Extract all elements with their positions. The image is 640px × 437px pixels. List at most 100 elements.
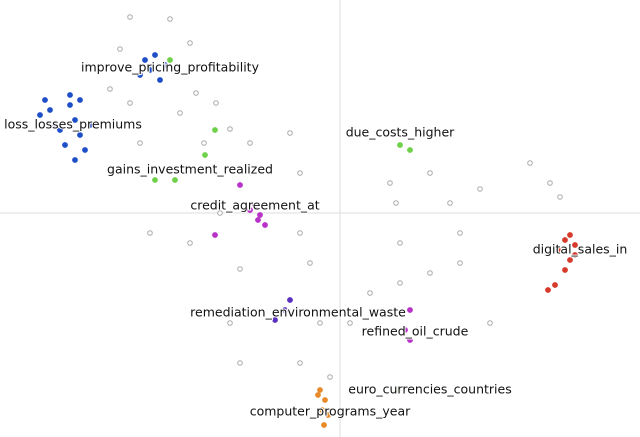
point xyxy=(287,297,293,303)
point xyxy=(297,230,303,236)
point xyxy=(562,237,568,243)
point xyxy=(325,412,331,418)
point xyxy=(319,407,325,413)
cluster-label: credit_agreement_at xyxy=(190,198,319,213)
point xyxy=(557,194,563,200)
point xyxy=(287,130,293,136)
cluster-label: euro_currencies_countries xyxy=(348,382,511,397)
point xyxy=(322,397,328,403)
point xyxy=(547,180,553,186)
point xyxy=(567,232,573,238)
point xyxy=(152,52,158,58)
point xyxy=(82,147,88,153)
point xyxy=(137,72,143,78)
point xyxy=(297,360,303,366)
point xyxy=(127,14,133,20)
cluster-label: computer_programs_year xyxy=(250,404,411,419)
point xyxy=(487,320,493,326)
point xyxy=(367,290,373,296)
point xyxy=(201,140,207,146)
point xyxy=(402,327,408,333)
point xyxy=(427,170,433,176)
point xyxy=(457,260,463,266)
point xyxy=(77,132,83,138)
point xyxy=(327,374,333,380)
point xyxy=(42,97,48,103)
cluster-label: remediation_environmental_waste xyxy=(190,305,406,320)
point xyxy=(527,160,533,166)
point xyxy=(447,200,453,206)
point xyxy=(77,97,83,103)
point xyxy=(427,270,433,276)
point xyxy=(317,320,323,326)
point xyxy=(297,170,303,176)
point xyxy=(572,242,578,248)
point xyxy=(407,307,413,313)
point xyxy=(315,392,321,398)
point xyxy=(212,232,218,238)
point xyxy=(272,317,278,323)
point xyxy=(67,92,73,98)
point xyxy=(307,260,313,266)
point xyxy=(162,62,168,68)
point xyxy=(87,122,93,128)
point xyxy=(317,387,323,393)
point xyxy=(127,100,133,106)
point xyxy=(147,230,153,236)
point xyxy=(57,127,63,133)
point xyxy=(167,57,173,63)
point xyxy=(255,217,261,223)
point xyxy=(212,127,218,133)
point xyxy=(167,16,173,22)
point xyxy=(252,202,258,208)
point xyxy=(572,252,578,258)
point xyxy=(562,267,568,273)
point xyxy=(202,152,208,158)
point xyxy=(397,240,403,246)
point xyxy=(117,46,123,52)
point xyxy=(393,200,399,206)
point xyxy=(257,212,263,218)
cluster-label: gains_investment_realized xyxy=(107,162,273,177)
point xyxy=(552,282,558,288)
point xyxy=(237,266,243,272)
point xyxy=(227,320,233,326)
point xyxy=(321,422,327,428)
point xyxy=(142,57,148,63)
point xyxy=(545,287,551,293)
point xyxy=(187,40,193,46)
point xyxy=(47,107,53,113)
point xyxy=(407,337,413,343)
point xyxy=(557,247,563,253)
point xyxy=(177,110,183,116)
point xyxy=(237,182,243,188)
point xyxy=(395,387,401,393)
point xyxy=(567,257,573,263)
point xyxy=(172,177,178,183)
point xyxy=(157,77,163,83)
point xyxy=(72,117,78,123)
point xyxy=(247,207,253,213)
point xyxy=(407,147,413,153)
point xyxy=(247,140,253,146)
point xyxy=(193,90,199,96)
point xyxy=(137,140,143,146)
point xyxy=(282,307,288,313)
point xyxy=(387,180,393,186)
point xyxy=(457,230,463,236)
point xyxy=(187,240,193,246)
point xyxy=(397,280,403,286)
point xyxy=(397,142,403,148)
cluster-label: digital_sales_in xyxy=(533,242,628,257)
point xyxy=(213,100,219,106)
point xyxy=(67,102,73,108)
cluster-label: due_costs_higher xyxy=(346,125,455,140)
cluster-label: improve_pricing_profitability xyxy=(81,60,260,75)
point xyxy=(477,186,483,192)
point xyxy=(72,157,78,163)
point xyxy=(217,210,223,216)
point xyxy=(62,142,68,148)
point xyxy=(107,86,113,92)
point xyxy=(52,122,58,128)
